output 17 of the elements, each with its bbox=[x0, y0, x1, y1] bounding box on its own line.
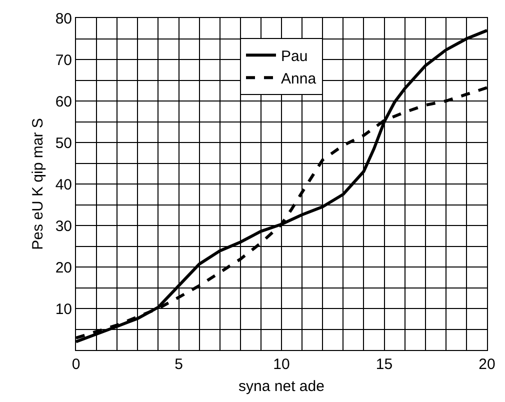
legend-label: Pau bbox=[281, 48, 308, 66]
legend-label: Anna bbox=[281, 70, 317, 88]
y-tick-label: 60 bbox=[55, 93, 72, 110]
x-tick-label: 5 bbox=[174, 356, 183, 373]
y-tick-label: 10 bbox=[55, 300, 72, 318]
x-tick-label: 0 bbox=[72, 356, 80, 373]
y-tick-label: 20 bbox=[55, 259, 72, 276]
y-tick-label: 30 bbox=[55, 218, 72, 235]
x-tick-label: 20 bbox=[478, 356, 496, 373]
y-tick-label: 70 bbox=[55, 52, 72, 69]
y-tick-label: 50 bbox=[55, 134, 72, 152]
y-axis-title: Pes eU K qip mar S bbox=[30, 118, 47, 250]
x-tick-label: 10 bbox=[273, 356, 290, 373]
x-axis-title: syna net ade bbox=[238, 378, 324, 395]
y-tick-label: 40 bbox=[55, 176, 72, 194]
x-tick-label: 15 bbox=[376, 356, 393, 373]
y-tick-label: 80 bbox=[55, 10, 72, 28]
